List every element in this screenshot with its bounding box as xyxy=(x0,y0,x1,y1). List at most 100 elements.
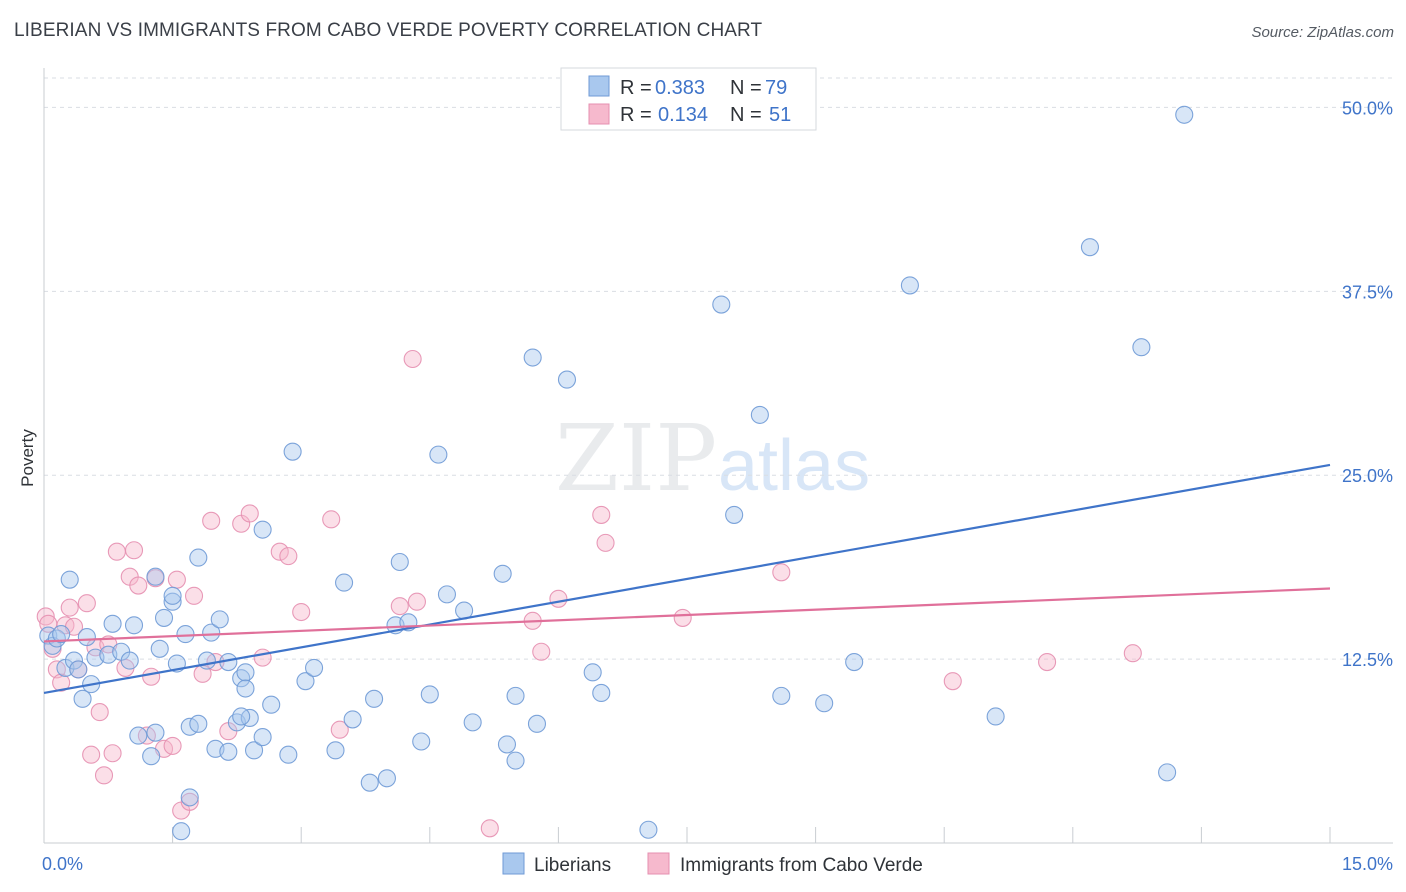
point-liberians xyxy=(497,735,517,754)
grid-lines xyxy=(44,77,1393,660)
point-liberians xyxy=(283,442,302,461)
y-axis-label: Poverty xyxy=(18,429,37,487)
point-liberians xyxy=(253,520,272,539)
point-cabo-verde xyxy=(163,736,182,755)
point-liberians xyxy=(142,747,161,766)
point-liberians xyxy=(592,683,611,702)
point-liberians xyxy=(420,685,439,704)
legend-n-value-2: 51 xyxy=(769,104,791,126)
point-cabo-verde xyxy=(407,592,426,611)
point-cabo-verde xyxy=(167,570,186,589)
point-cabo-verde xyxy=(94,766,114,785)
point-liberians xyxy=(493,564,512,583)
point-liberians xyxy=(557,370,577,389)
point-cabo-verde xyxy=(390,597,409,616)
point-liberians xyxy=(253,728,272,747)
point-liberians xyxy=(146,723,165,742)
watermark-atlas: atlas xyxy=(718,426,870,506)
point-liberians xyxy=(163,592,182,611)
point-cabo-verde xyxy=(330,720,349,739)
bottom-legend-label-cabo-verde: Immigrants from Cabo Verde xyxy=(680,855,923,876)
point-cabo-verde xyxy=(532,642,551,661)
point-liberians xyxy=(772,686,791,705)
legend-n-value-1: 79 xyxy=(765,77,787,99)
point-liberians xyxy=(232,707,251,726)
point-liberians xyxy=(377,769,396,788)
point-liberians xyxy=(219,742,238,761)
chart-title: LIBERIAN VS IMMIGRANTS FROM CABO VERDE P… xyxy=(14,20,763,41)
point-liberians xyxy=(326,741,345,760)
point-cabo-verde xyxy=(292,602,311,622)
watermark-zip: ZIP xyxy=(555,405,717,512)
point-liberians xyxy=(103,614,122,633)
y-tick-label: 37.5% xyxy=(1342,282,1393,302)
point-liberians xyxy=(1175,105,1194,124)
point-liberians xyxy=(262,695,281,714)
point-cabo-verde xyxy=(480,819,499,838)
legend-r-label-2: R = xyxy=(620,104,652,126)
point-liberians xyxy=(52,625,71,644)
point-cabo-verde xyxy=(124,541,144,560)
point-liberians xyxy=(64,651,84,670)
point-cabo-verde xyxy=(592,505,611,524)
point-cabo-verde xyxy=(82,745,101,764)
point-liberians xyxy=(429,445,448,464)
legend-n-label-1: N = xyxy=(730,77,762,99)
point-liberians xyxy=(1080,238,1099,257)
legend-r-value-2: 0.134 xyxy=(658,104,708,126)
trend-line-liberians xyxy=(43,463,1331,695)
point-cabo-verde xyxy=(36,607,55,626)
point-liberians xyxy=(176,625,195,644)
point-cabo-verde xyxy=(202,511,221,530)
point-liberians xyxy=(390,552,409,572)
bottom-legend-swatch-cabo-verde xyxy=(647,852,670,875)
point-liberians xyxy=(900,276,919,295)
point-cabo-verde xyxy=(180,792,199,811)
point-liberians xyxy=(172,822,191,841)
point-liberians xyxy=(523,348,542,367)
point-liberians xyxy=(236,679,255,698)
point-liberians xyxy=(236,663,255,682)
point-liberians xyxy=(279,745,298,764)
point-liberians xyxy=(1158,763,1177,782)
point-liberians xyxy=(202,623,221,642)
watermark: ZIP atlas xyxy=(555,405,870,512)
point-liberians xyxy=(154,608,174,627)
point-liberians xyxy=(506,751,525,770)
point-liberians xyxy=(815,694,834,713)
legend-n-label-2: N = xyxy=(730,104,762,126)
point-liberians xyxy=(1132,338,1151,357)
trend-lines xyxy=(43,463,1331,695)
point-liberians xyxy=(360,773,379,792)
legend-swatch-cabo-verde xyxy=(588,103,610,125)
point-liberians xyxy=(189,714,208,733)
point-cabo-verde xyxy=(129,576,148,595)
point-cabo-verde xyxy=(77,594,96,613)
chart-source: Source: ZipAtlas.com xyxy=(1251,24,1394,41)
point-liberians xyxy=(725,505,744,524)
point-liberians xyxy=(146,567,165,586)
point-liberians xyxy=(73,689,92,708)
point-liberians xyxy=(124,616,144,635)
point-liberians xyxy=(305,658,324,677)
point-cabo-verde xyxy=(279,547,298,566)
point-cabo-verde xyxy=(1038,652,1057,672)
point-liberians xyxy=(163,586,182,605)
point-liberians xyxy=(335,573,354,592)
point-cabo-verde xyxy=(673,608,692,627)
point-liberians xyxy=(180,788,199,807)
series-legend: Liberians Immigrants from Cabo Verde xyxy=(502,852,923,876)
point-cabo-verde xyxy=(103,744,122,763)
point-liberians xyxy=(712,295,731,314)
point-liberians xyxy=(527,714,547,733)
point-liberians xyxy=(412,732,431,751)
point-cabo-verde xyxy=(596,533,615,552)
point-liberians xyxy=(60,570,79,589)
point-cabo-verde xyxy=(772,563,791,582)
stats-legend: R = 0.383 N = 79 R = 0.134 N = 51 xyxy=(560,67,817,131)
point-liberians xyxy=(343,710,362,729)
point-liberians xyxy=(296,672,315,691)
y-tick-label: 25.0% xyxy=(1342,466,1393,486)
point-cabo-verde xyxy=(270,542,289,561)
